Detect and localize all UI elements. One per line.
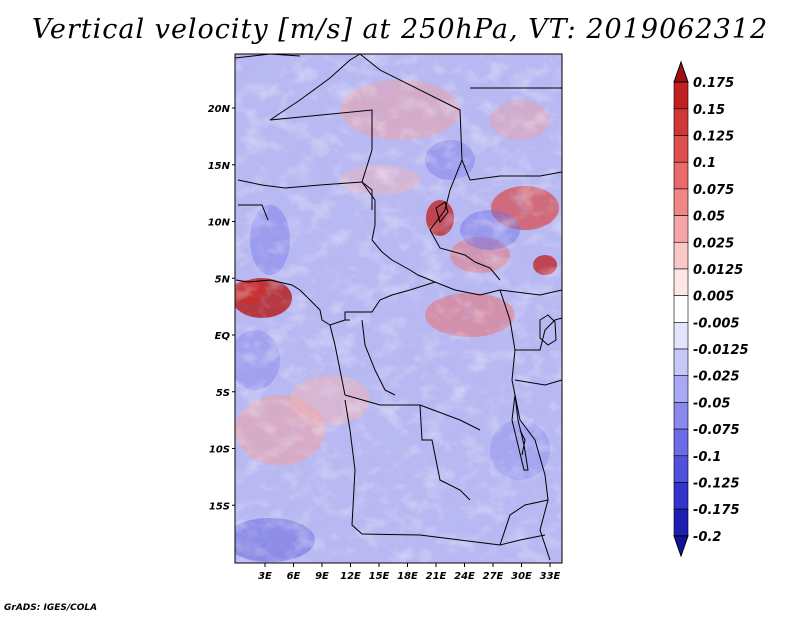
colorbar-label: -0.175 [693, 503, 740, 518]
colorbar-label: 0.15 [693, 103, 725, 118]
latitude-labels: 20N 15N 10N 5N EQ 5S 10S 15S [208, 104, 235, 512]
colorbar-label: 0.025 [693, 236, 734, 251]
longitude-label: 12E [340, 571, 361, 582]
colorbar-swatch [673, 268, 689, 296]
colorbar-swatch [673, 428, 689, 457]
colorbar-label: 0.05 [693, 210, 725, 225]
colorbar-swatch [673, 482, 689, 510]
colorbar-label: -0.1 [693, 450, 721, 465]
colorbar-swatch [673, 161, 689, 190]
country-borders [235, 54, 562, 561]
colorbar-swatch [673, 508, 689, 537]
colorbar-label: -0.005 [693, 316, 740, 331]
latitude-label: 10S [209, 445, 230, 456]
colorbar-label: 0.075 [693, 183, 734, 198]
latitude-label: 10N [208, 218, 231, 229]
chart-title: Vertical velocity [m/s] at 250hPa, VT: 2… [31, 14, 769, 45]
colorbar-swatch [673, 135, 689, 163]
longitude-labels: 3E 6E 9E 12E 15E 18E 21E 24E 27E 30E 33E [258, 563, 561, 582]
colorbar-swatch [673, 375, 689, 403]
colorbar-swatch [673, 241, 689, 270]
colorbar-swatch [673, 188, 689, 216]
latitude-label: 5S [216, 388, 230, 399]
colorbar-label: -0.05 [693, 396, 730, 411]
longitude-label: 33E [540, 571, 561, 582]
colorbar-label: 0.0125 [693, 263, 743, 278]
colorbar-swatch [673, 455, 689, 483]
colorbar-label: 0.1 [693, 156, 716, 171]
colorbar-swatch [673, 295, 689, 323]
colorbar-swatch [673, 108, 689, 136]
colorbar: 0.175 0.15 0.125 0.1 0.075 0.05 0.025 0.0125 0.0… [673, 60, 749, 558]
map-frame [234, 53, 563, 564]
colorbar-lower-arrow [673, 535, 689, 558]
latitude-label: 20N [208, 104, 231, 115]
vertical-velocity-field [235, 54, 562, 563]
longitude-label: 3E [258, 571, 272, 582]
latitude-label: 15N [208, 161, 231, 172]
colorbar-label: 0.175 [693, 76, 734, 91]
colorbar-upper-arrow [673, 60, 689, 83]
colorbar-label: -0.075 [693, 423, 740, 438]
longitude-label: 30E [511, 571, 532, 582]
colorbar-label: -0.025 [693, 370, 740, 385]
longitude-label: 9E [315, 571, 329, 582]
colorbar-swatch [673, 322, 689, 350]
longitude-label: 18E [397, 571, 418, 582]
colorbar-label: 0.125 [693, 130, 734, 145]
lakes [435, 201, 557, 471]
latitude-label: 5N [215, 274, 231, 285]
colorbar-swatch [673, 348, 689, 377]
latitude-label: EQ [215, 331, 231, 342]
longitude-label: 15E [369, 571, 390, 582]
colorbar-label: -0.125 [693, 476, 740, 491]
colorbar-swatch [673, 81, 689, 110]
colorbar-label: 0.005 [693, 290, 734, 305]
colorbar-label: -0.2 [693, 530, 721, 545]
longitude-label: 6E [287, 571, 301, 582]
colorbar-swatch [673, 402, 689, 430]
longitude-label: 27E [483, 571, 504, 582]
latitude-label: 15S [209, 501, 230, 512]
longitude-label: 21E [426, 571, 447, 582]
footer-credit: GrADS: IGES/COLA [4, 603, 98, 613]
longitude-label: 24E [454, 571, 475, 582]
colorbar-swatch [673, 215, 689, 243]
colorbar-label: -0.0125 [693, 343, 749, 358]
